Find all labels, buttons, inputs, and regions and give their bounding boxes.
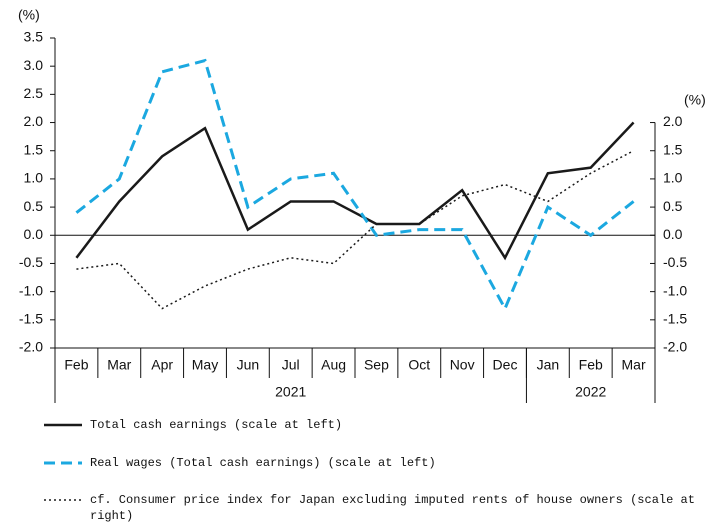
y-tick-label: 3.0 bbox=[24, 57, 44, 73]
x-tick-label: Feb bbox=[64, 357, 88, 373]
y-tick-label: 2.0 bbox=[24, 113, 44, 129]
legend-item: Real wages (Total cash earnings) (scale … bbox=[90, 456, 436, 470]
y-tick-label: 1.5 bbox=[24, 141, 44, 157]
y2-tick-label: -0.5 bbox=[663, 254, 687, 270]
y2-tick-label: 0.0 bbox=[663, 226, 683, 242]
y2-tick-label: 1.0 bbox=[663, 170, 683, 186]
x-tick-label: Oct bbox=[408, 357, 430, 373]
y2-tick-label: -1.0 bbox=[663, 282, 687, 298]
x-tick-label: Jun bbox=[237, 357, 260, 373]
series-line bbox=[76, 150, 634, 310]
y-tick-label: -0.5 bbox=[19, 254, 43, 270]
x-tick-label: Jul bbox=[282, 357, 300, 373]
y2-tick-label: 0.5 bbox=[663, 198, 683, 214]
y-tick-label: 0.5 bbox=[24, 198, 44, 214]
year-label: 2022 bbox=[575, 384, 606, 400]
x-tick-label: Apr bbox=[151, 357, 173, 373]
legend-item: Total cash earnings (scale at left) bbox=[90, 418, 343, 432]
y2-tick-label: 1.5 bbox=[663, 141, 683, 157]
series-line bbox=[75, 121, 635, 261]
x-tick-label: Aug bbox=[321, 357, 346, 373]
legend-label: Total cash earnings (scale at left) bbox=[90, 418, 343, 432]
x-tick-label: Mar bbox=[107, 357, 131, 373]
y-unit: (%) bbox=[18, 7, 40, 23]
y2-tick-label: -1.5 bbox=[663, 311, 687, 327]
y2-tick-label: 2.0 bbox=[663, 113, 683, 129]
x-tick-label: Feb bbox=[579, 357, 603, 373]
y-tick-label: 1.0 bbox=[24, 170, 44, 186]
x-tick-label: Nov bbox=[450, 357, 475, 373]
x-tick-label: May bbox=[192, 357, 218, 373]
y-tick-label: 0.0 bbox=[24, 226, 44, 242]
y-tick-label: -2.0 bbox=[19, 339, 43, 355]
y-tick-label: -1.5 bbox=[19, 311, 43, 327]
y2-tick-label: -2.0 bbox=[663, 339, 687, 355]
legend-item: cf. Consumer price index for Japan exclu… bbox=[90, 493, 695, 523]
x-tick-label: Dec bbox=[493, 357, 518, 373]
year-label: 2021 bbox=[275, 384, 306, 400]
legend-label: Real wages (Total cash earnings) (scale … bbox=[90, 456, 436, 470]
x-tick-label: Mar bbox=[622, 357, 646, 373]
y-tick-label: -1.0 bbox=[19, 282, 43, 298]
legend-label: cf. Consumer price index for Japan exclu… bbox=[90, 493, 695, 523]
series-line bbox=[75, 58, 635, 312]
y-tick-label: 3.5 bbox=[24, 29, 44, 45]
y2-unit: (%) bbox=[684, 92, 706, 108]
x-tick-label: Sep bbox=[364, 357, 389, 373]
x-tick-label: Jan bbox=[537, 357, 560, 373]
y-tick-label: 2.5 bbox=[24, 85, 44, 101]
